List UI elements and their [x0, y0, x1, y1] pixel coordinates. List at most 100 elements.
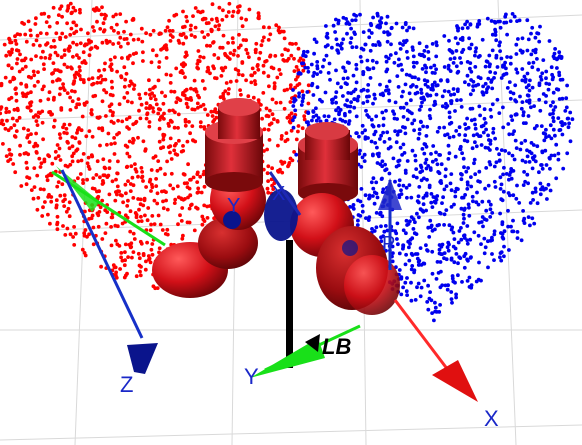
point-cloud-dot — [446, 283, 450, 288]
point-cloud-dot — [507, 177, 511, 182]
point-cloud-dot — [123, 182, 128, 187]
point-cloud-dot — [167, 124, 171, 128]
point-cloud-dot — [90, 186, 95, 191]
point-cloud-dot — [172, 148, 177, 153]
point-cloud-dot — [405, 195, 409, 200]
point-cloud-dot — [34, 151, 39, 155]
point-cloud-dot — [422, 176, 426, 181]
point-cloud-dot — [11, 75, 16, 80]
point-cloud-dot — [5, 118, 9, 123]
point-cloud-dot — [84, 134, 89, 139]
point-cloud-dot — [499, 148, 504, 153]
point-cloud-dot — [75, 102, 80, 107]
point-cloud-dot — [118, 35, 123, 40]
point-cloud-dot — [346, 91, 351, 95]
point-cloud-dot — [444, 101, 448, 106]
point-cloud-dot — [410, 264, 415, 268]
point-cloud-dot — [366, 88, 370, 93]
point-cloud-dot — [565, 151, 570, 156]
point-cloud-dot — [193, 25, 198, 30]
point-cloud-dot — [276, 143, 280, 148]
point-cloud-dot — [272, 81, 277, 85]
point-cloud-dot — [183, 89, 188, 93]
point-cloud-dot — [219, 74, 224, 78]
point-cloud-dot — [381, 93, 386, 98]
dual-arm-robot[interactable]: X Y — [152, 98, 400, 315]
point-cloud-dot — [249, 80, 254, 85]
point-cloud-dot — [397, 129, 401, 134]
point-cloud-dot — [404, 72, 409, 77]
point-cloud-dot — [55, 227, 60, 232]
point-cloud-dot — [191, 175, 196, 180]
point-cloud-dot — [367, 35, 372, 40]
point-cloud-dot — [73, 136, 78, 141]
point-cloud-dot — [112, 28, 116, 33]
point-cloud-dot — [486, 85, 491, 90]
point-cloud-dot — [341, 94, 345, 98]
point-cloud-dot — [548, 123, 553, 128]
point-cloud-dot — [102, 173, 107, 178]
point-cloud-dot — [208, 44, 213, 48]
point-cloud-dot — [120, 119, 125, 124]
point-cloud-dot — [461, 221, 466, 225]
point-cloud-dot — [363, 128, 367, 133]
point-cloud-dot — [442, 65, 447, 69]
point-cloud-dot — [73, 231, 78, 236]
point-cloud-dot — [292, 150, 296, 154]
point-cloud-dot — [157, 65, 161, 69]
point-cloud-dot — [262, 35, 266, 40]
point-cloud-dot — [193, 87, 198, 92]
point-cloud-dot — [25, 135, 30, 140]
point-cloud-dot — [202, 35, 207, 40]
point-cloud-dot — [455, 98, 459, 103]
point-cloud-dot — [449, 256, 454, 261]
point-cloud-dot — [446, 63, 451, 68]
point-cloud-dot — [421, 196, 426, 200]
point-cloud-dot — [420, 67, 425, 71]
point-cloud-dot — [371, 66, 376, 71]
point-cloud-dot — [369, 139, 374, 144]
point-cloud-dot — [548, 188, 553, 193]
point-cloud-dot — [510, 153, 515, 158]
point-cloud-dot — [261, 25, 266, 30]
point-cloud-dot — [35, 33, 40, 38]
point-cloud-dot — [508, 55, 513, 60]
point-cloud-dot — [486, 133, 490, 138]
point-cloud-dot — [485, 16, 490, 21]
point-cloud-dot — [294, 41, 298, 46]
point-cloud-dot — [494, 160, 499, 165]
point-cloud-dot — [559, 55, 564, 59]
point-cloud-dot — [199, 190, 204, 195]
point-cloud-dot — [491, 130, 496, 135]
point-cloud-dot — [77, 140, 82, 145]
point-cloud-dot — [378, 23, 382, 27]
point-cloud-dot — [85, 42, 89, 47]
point-cloud-dot — [212, 216, 217, 221]
robot-arm-right[interactable] — [290, 122, 400, 315]
point-cloud-dot — [162, 111, 166, 116]
point-cloud-dot — [445, 78, 450, 83]
point-cloud-dot — [515, 70, 520, 75]
point-cloud-dot — [77, 56, 81, 60]
point-cloud-dot — [360, 209, 365, 214]
point-cloud-dot — [447, 242, 451, 247]
point-cloud-dot — [554, 176, 559, 181]
point-cloud-dot — [68, 162, 73, 167]
point-cloud-dot — [103, 77, 108, 82]
robot-arm-left[interactable] — [152, 98, 266, 298]
point-cloud-dot — [380, 164, 385, 169]
point-cloud-dot — [43, 200, 47, 204]
point-cloud-dot — [481, 130, 486, 135]
point-cloud-dot — [7, 147, 12, 152]
point-cloud-dot — [74, 105, 78, 110]
point-cloud-dot — [393, 129, 397, 134]
point-cloud-dot — [348, 205, 352, 209]
point-cloud-dot — [41, 137, 45, 142]
left-arm-lower-link — [198, 217, 258, 269]
point-cloud-dot — [401, 115, 406, 119]
point-cloud-dot — [240, 60, 245, 64]
point-cloud-dot — [279, 137, 284, 141]
point-cloud-dot — [90, 213, 95, 218]
